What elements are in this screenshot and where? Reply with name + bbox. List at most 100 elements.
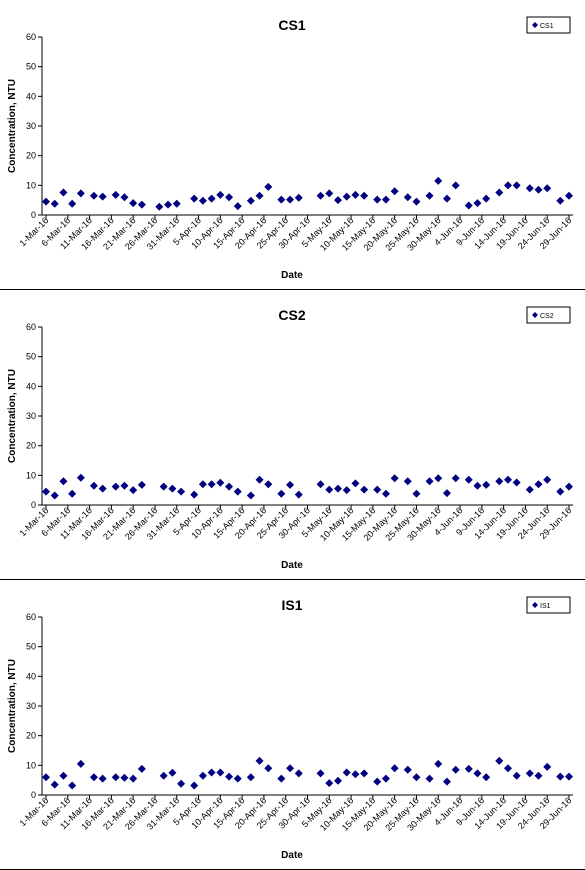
data-point	[216, 768, 225, 777]
data-point	[543, 475, 552, 484]
data-point	[495, 477, 504, 486]
data-point	[59, 477, 68, 486]
data-point	[255, 756, 264, 765]
legend-label: CS1	[540, 23, 554, 30]
data-point	[412, 197, 421, 206]
data-point	[190, 781, 199, 790]
data-point	[89, 773, 98, 782]
data-point	[442, 777, 451, 786]
data-point	[98, 192, 107, 201]
data-point	[316, 480, 325, 489]
chart-svg: CS101020304050601-Mar-166-Mar-1611-Mar-1…	[7, 16, 573, 281]
y-axis-label: Concentration, NTU	[7, 79, 18, 173]
data-point	[225, 772, 234, 781]
data-point	[503, 181, 512, 190]
x-axis-label: Date	[281, 270, 303, 281]
y-axis-label: Concentration, NTU	[7, 659, 18, 753]
legend-marker	[532, 22, 538, 28]
data-point	[207, 194, 216, 203]
data-point	[403, 765, 412, 774]
data-point	[172, 199, 181, 208]
data-point	[390, 187, 399, 196]
chart-title: CS1	[278, 17, 305, 33]
chart-svg: CS201020304050601-Mar-166-Mar-1611-Mar-1…	[7, 306, 573, 571]
data-point	[464, 201, 473, 210]
data-point	[89, 191, 98, 200]
data-point	[325, 779, 334, 788]
data-point	[525, 184, 534, 193]
y-tick-label: 20	[26, 151, 36, 161]
data-point	[464, 475, 473, 484]
data-point	[59, 188, 68, 197]
data-point	[482, 480, 491, 489]
data-point	[59, 771, 68, 780]
data-point	[286, 764, 295, 773]
data-point	[373, 777, 382, 786]
data-point	[294, 193, 303, 202]
data-point	[129, 199, 138, 208]
data-point	[89, 481, 98, 490]
data-point	[137, 480, 146, 489]
data-point	[482, 773, 491, 782]
data-point	[76, 759, 85, 768]
data-point	[534, 480, 543, 489]
data-point	[168, 768, 177, 777]
data-point	[390, 764, 399, 773]
data-point	[68, 489, 77, 498]
data-point	[512, 478, 521, 487]
y-tick-label: 60	[26, 322, 36, 332]
y-tick-label: 10	[26, 760, 36, 770]
data-point	[512, 181, 521, 190]
data-point	[294, 769, 303, 778]
data-point	[277, 195, 286, 204]
data-point	[473, 769, 482, 778]
data-point	[159, 771, 168, 780]
data-point	[351, 770, 360, 779]
data-point	[495, 756, 504, 765]
data-point	[155, 202, 164, 211]
y-tick-label: 40	[26, 91, 36, 101]
data-point	[316, 191, 325, 200]
chart-svg: IS101020304050601-Mar-166-Mar-1611-Mar-1…	[7, 596, 573, 861]
y-tick-label: 60	[26, 612, 36, 622]
data-point	[76, 189, 85, 198]
y-tick-label: 30	[26, 411, 36, 421]
data-point	[216, 478, 225, 487]
data-point	[286, 195, 295, 204]
legend-box	[526, 306, 571, 324]
legend-marker	[532, 312, 538, 318]
data-point	[543, 184, 552, 193]
data-point	[120, 193, 129, 202]
data-point	[360, 191, 369, 200]
data-point	[246, 491, 255, 500]
data-point	[381, 774, 390, 783]
data-point	[76, 473, 85, 482]
chart-panel-0: CS1 0 10 20 30 40 50 60 1-Mar-16 6-Mar-16 11-Mar-1…	[0, 0, 585, 290]
y-tick-label: 0	[31, 790, 36, 800]
data-point	[565, 482, 573, 491]
data-point	[425, 477, 434, 486]
data-point	[264, 480, 273, 489]
data-point	[159, 482, 168, 491]
data-point	[255, 475, 264, 484]
y-tick-label: 40	[26, 381, 36, 391]
y-tick-label: 0	[31, 210, 36, 220]
data-point	[207, 768, 216, 777]
data-point	[360, 485, 369, 494]
data-point	[373, 485, 382, 494]
data-point	[565, 191, 573, 200]
x-axis-label: Date	[281, 560, 303, 571]
data-point	[451, 765, 460, 774]
chart-title: IS1	[281, 597, 302, 613]
data-point	[512, 771, 521, 780]
data-point	[164, 200, 173, 209]
chart-panel-1: CS2 0 10 20 30 40 50 60 1-Mar-16 6-Mar-16 11-Mar-1…	[0, 290, 585, 580]
data-point	[482, 194, 491, 203]
data-point	[177, 487, 186, 496]
data-point	[129, 774, 138, 783]
data-point	[129, 486, 138, 495]
data-point	[334, 484, 343, 493]
data-point	[198, 480, 207, 489]
data-point	[342, 486, 351, 495]
data-point	[373, 195, 382, 204]
